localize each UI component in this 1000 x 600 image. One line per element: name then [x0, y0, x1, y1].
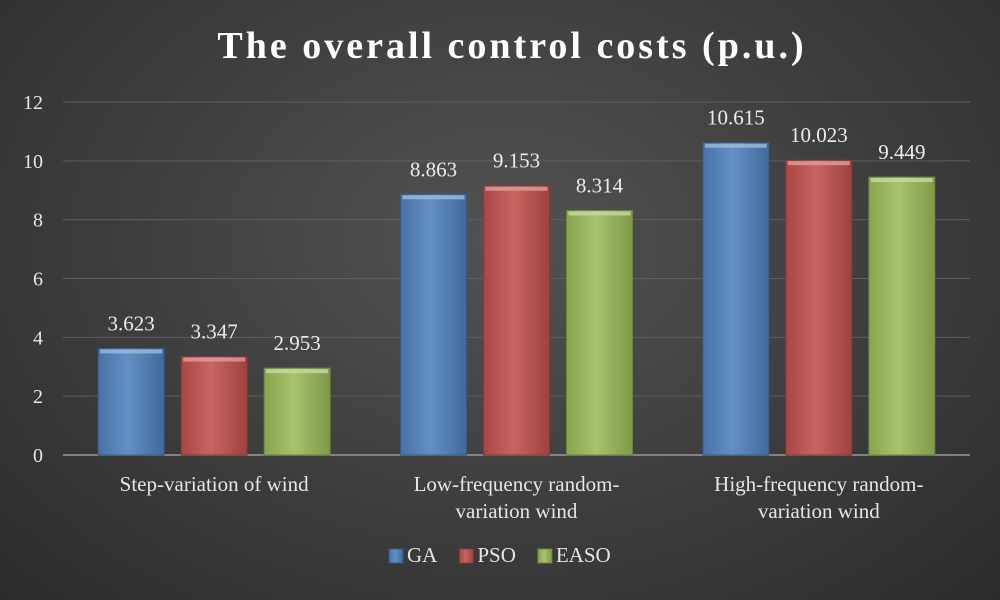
- data-label: 3.623: [108, 311, 155, 335]
- x-category-label: Low-frequency random-variation wind: [414, 472, 620, 523]
- x-category-label: Step-variation of wind: [120, 472, 309, 496]
- bar-highlight: [183, 357, 246, 362]
- y-tick-label: 8: [33, 210, 43, 232]
- legend-label: PSO: [477, 543, 516, 567]
- bar-highlight: [485, 186, 548, 191]
- bar-highlight: [870, 178, 933, 183]
- data-label: 10.615: [707, 106, 765, 130]
- bar-ga: [400, 193, 467, 456]
- y-tick-label: 2: [33, 386, 43, 408]
- data-label: 8.863: [410, 157, 457, 181]
- data-label: 9.153: [493, 149, 540, 173]
- chart-title: The overall control costs (p.u.): [217, 25, 806, 67]
- data-label: 8.314: [576, 173, 624, 197]
- x-category-label: High-frequency random-variation wind: [714, 472, 923, 523]
- data-label: 2.953: [274, 331, 321, 355]
- y-tick-label: 0: [33, 445, 43, 467]
- y-tick-label: 10: [23, 151, 43, 173]
- legend-swatch: [388, 548, 404, 564]
- bar-ga: [97, 347, 165, 456]
- y-tick-label: 4: [33, 327, 43, 349]
- y-tick-label: 12: [23, 92, 43, 114]
- data-label: 3.347: [191, 320, 238, 344]
- bar-easo: [868, 176, 936, 456]
- bar-highlight: [266, 369, 329, 374]
- legend-item-pso: PSO: [458, 543, 516, 567]
- bar-highlight: [787, 161, 850, 166]
- data-label: 10.023: [790, 123, 848, 147]
- legend-item-easo: EASO: [537, 543, 611, 567]
- bar-pso: [180, 356, 248, 456]
- legend-label: GA: [407, 543, 438, 567]
- legend-label: EASO: [556, 543, 611, 567]
- bar-highlight: [704, 143, 767, 148]
- bar-easo: [263, 367, 331, 456]
- y-tick-label: 6: [33, 269, 43, 291]
- legend-swatch: [537, 548, 553, 564]
- legend-swatch: [458, 548, 474, 564]
- bar-pso: [483, 185, 550, 456]
- bar-ga: [702, 142, 770, 456]
- bar-highlight: [402, 195, 465, 200]
- bar-easo: [566, 209, 633, 456]
- bar-highlight: [100, 349, 163, 354]
- legend-item-ga: GA: [388, 543, 438, 567]
- data-label: 9.449: [878, 140, 925, 164]
- bar-pso: [785, 159, 853, 456]
- bar-highlight: [568, 211, 631, 216]
